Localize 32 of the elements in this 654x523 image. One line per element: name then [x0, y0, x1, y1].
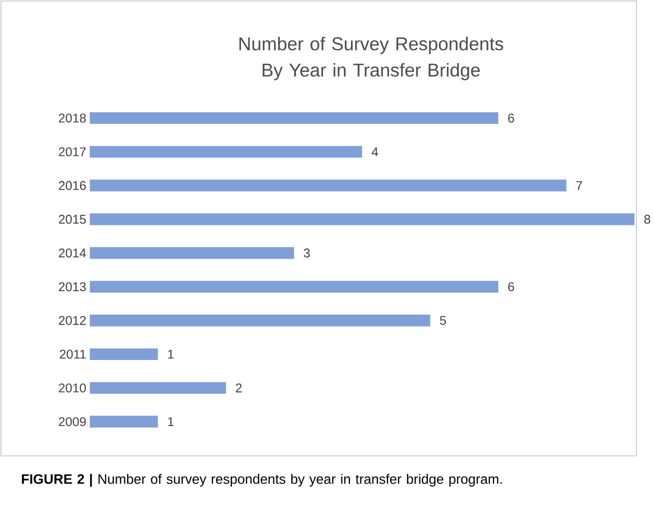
bar [90, 280, 498, 293]
bar [90, 382, 226, 394]
bar [90, 213, 634, 226]
bar [90, 180, 566, 192]
data-label: 3 [304, 248, 310, 258]
data-label: 6 [508, 282, 514, 292]
data-label: 7 [576, 181, 582, 190]
y-tick-label: 2011 [60, 350, 86, 359]
bar [90, 112, 498, 124]
y-tick-label: 2010 [58, 383, 86, 392]
y-tick-label: 2015 [58, 214, 86, 224]
text: FIGURE 2 | Number of survey respondents by year in transfer bridge program. [22, 474, 502, 487]
data-label: 8 [644, 214, 650, 224]
y-tick-label: 2014 [58, 248, 86, 258]
y-tick-label: 2009 [58, 417, 86, 426]
data-label: 5 [440, 316, 446, 325]
bar [90, 314, 430, 326]
bar [90, 348, 158, 360]
y-tick-label: 2017 [58, 147, 86, 156]
y-tick-label: 2012 [58, 316, 86, 325]
y-tick-label: 2013 [58, 282, 86, 292]
bar [90, 416, 158, 428]
bar [90, 146, 362, 158]
data-label: 1 [168, 417, 174, 426]
data-label: 6 [508, 114, 514, 122]
data-label: 2 [236, 383, 242, 392]
chart-title: Number of Survey Respondents By Year in Transfer Bridge [239, 36, 504, 80]
data-label: 1 [168, 350, 174, 358]
data-label: 4 [372, 147, 378, 156]
bar [90, 247, 294, 259]
y-tick-label: 2016 [58, 180, 86, 190]
y-tick-label: 2018 [58, 114, 86, 122]
